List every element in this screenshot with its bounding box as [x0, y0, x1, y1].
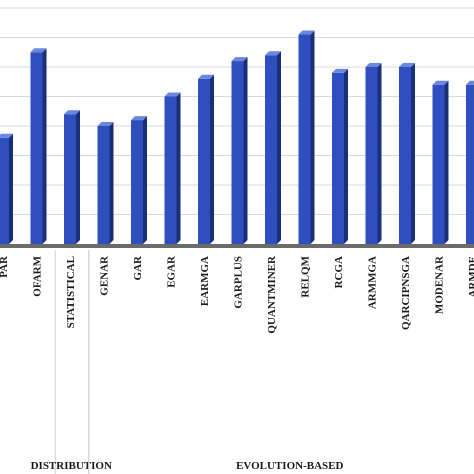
bar-side	[143, 116, 147, 244]
bar-front	[466, 84, 474, 244]
tick-label-par: PAR	[0, 255, 10, 278]
bar-front	[298, 34, 311, 244]
bar-side	[277, 51, 281, 245]
bar-armde	[466, 80, 474, 244]
bar-top	[164, 92, 181, 97]
bar-front	[64, 114, 76, 244]
tick-label-armmga: ARMMGA	[367, 256, 379, 309]
bar-side	[176, 92, 181, 244]
bar-front	[365, 67, 378, 244]
bar-side	[42, 48, 47, 244]
tick-label-rcga: RCGA	[333, 256, 345, 288]
bar-front	[131, 120, 143, 244]
tick-label-egar: EGAR	[166, 255, 178, 288]
tick-labels: PAR OFARM STATISTICAL GENAR GAR EGAR EARMGA GAR…	[0, 255, 474, 334]
bar-modenar	[432, 80, 449, 244]
tick-label-earmga: EARMGA	[199, 256, 211, 306]
bar-side	[243, 57, 248, 244]
bar-ofarm	[30, 48, 47, 244]
tick-label-qarcipnsga: QARCIPNSGA	[400, 256, 412, 330]
bar-front	[231, 61, 244, 244]
tick-label-ofarm: OFARM	[32, 255, 44, 296]
bar-rcga	[332, 68, 348, 245]
bar-top	[298, 30, 315, 35]
bar-front	[0, 137, 9, 244]
tick-label-gar: GAR	[132, 255, 144, 281]
bar-top	[131, 116, 147, 121]
bar-front	[30, 52, 43, 244]
group-labels: DISTRIBUTION EVOLUTION-BASED	[31, 250, 343, 474]
bar-earmga	[198, 74, 214, 244]
bar-quantminer	[265, 51, 281, 245]
bar-genar	[97, 122, 114, 244]
bar-side	[310, 30, 315, 244]
bar-front	[97, 126, 110, 244]
bar-top	[198, 74, 214, 79]
bar-front	[265, 55, 277, 245]
bar-statistical	[64, 110, 80, 244]
bar-side	[411, 63, 415, 244]
bar-top	[231, 57, 248, 62]
tick-label-armde: ARMDE	[467, 256, 474, 298]
bar-top	[466, 80, 474, 85]
floor-plane	[0, 244, 474, 248]
tick-label-modenar: MODENAR	[434, 255, 446, 314]
bar-front	[432, 84, 445, 244]
bar-top	[265, 51, 281, 56]
bar-par	[0, 133, 13, 244]
bar-top	[365, 63, 382, 67]
bar-front	[332, 72, 344, 245]
bar-front	[164, 96, 177, 244]
bar-side	[210, 74, 214, 244]
bar-top	[399, 63, 415, 67]
group-label-distribution: DISTRIBUTION	[31, 460, 112, 472]
bar-top	[0, 133, 13, 138]
bar-egar	[164, 92, 181, 244]
tick-label-relqm: RELQM	[300, 255, 312, 297]
bar-top	[30, 48, 47, 53]
bar-top	[64, 110, 80, 115]
bar-front	[198, 78, 210, 244]
chart-floor	[0, 244, 474, 248]
bar-top	[332, 68, 348, 73]
bar-top	[432, 80, 449, 85]
bar-side	[9, 133, 13, 244]
tick-label-genar: GENAR	[99, 255, 111, 296]
bar-armmga	[365, 63, 382, 244]
bar-side	[377, 63, 382, 244]
bar-side	[344, 68, 348, 245]
tick-label-statistical: STATISTICAL	[65, 256, 77, 328]
group-label-evolution-based: EVOLUTION-BASED	[236, 460, 343, 472]
bar-qarcipnsga	[399, 63, 415, 244]
tick-label-garplus: GARPLUS	[233, 256, 245, 309]
bar-top	[97, 122, 114, 126]
bar-side	[109, 122, 114, 244]
bar-side	[444, 80, 449, 244]
bar-side	[76, 110, 80, 244]
bars	[0, 30, 474, 245]
bar-relqm	[298, 30, 315, 244]
bar-garplus	[231, 57, 248, 244]
bar-gar	[131, 116, 147, 244]
tick-label-quantminer: QUANTMINER	[266, 255, 278, 334]
bar-front	[399, 67, 411, 244]
